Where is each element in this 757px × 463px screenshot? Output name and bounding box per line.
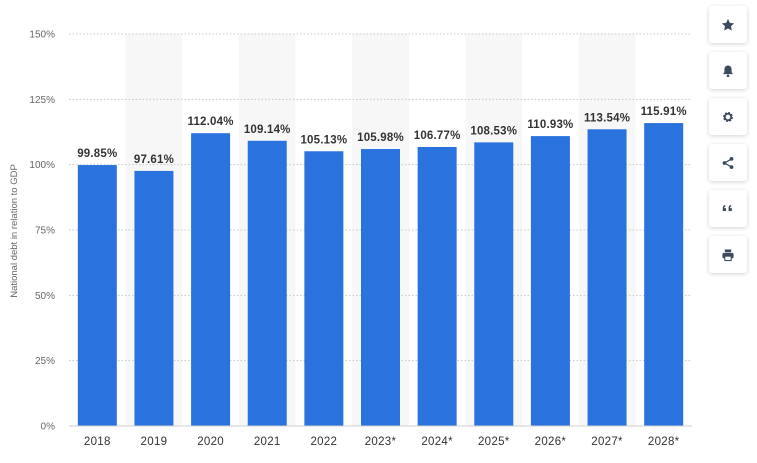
y-axis: 0% 25% 50% 75% 100% 125% 150% xyxy=(29,30,55,433)
bar xyxy=(134,170,174,426)
y-tick-label: 0% xyxy=(41,422,56,433)
y-tick-label: 25% xyxy=(35,356,55,367)
y-tick-label: 75% xyxy=(35,226,55,237)
y-tick-label: 100% xyxy=(29,160,55,171)
x-tick-label: 2027* xyxy=(591,436,623,448)
x-tick-label: 2023* xyxy=(365,436,397,448)
y-tick-label: 50% xyxy=(35,291,55,302)
y-tick-label: 125% xyxy=(29,95,55,106)
bar xyxy=(530,136,570,426)
bar xyxy=(474,142,514,426)
x-tick-label: 2024* xyxy=(421,436,453,448)
share-button[interactable] xyxy=(709,144,747,181)
data-label: 110.93% xyxy=(527,119,573,131)
bars xyxy=(77,123,684,427)
x-tick-label: 2018 xyxy=(84,436,111,448)
share-icon xyxy=(722,156,734,169)
settings-button[interactable] xyxy=(709,98,747,135)
bar xyxy=(77,165,117,427)
data-label: 97.61% xyxy=(134,154,174,166)
chart: 99.85% 97.61% 112.04% 109.14% 105.13% 105.98%… xyxy=(9,30,692,448)
x-tick-label: 2019 xyxy=(141,436,168,448)
star-icon xyxy=(721,18,735,31)
bell-icon xyxy=(723,64,733,77)
x-tick-label: 2025* xyxy=(478,436,510,448)
data-label: 108.53% xyxy=(470,125,517,137)
bar xyxy=(304,151,344,427)
y-tick-label: 150% xyxy=(29,30,55,41)
x-tick-label: 2021 xyxy=(254,436,281,448)
data-labels: 99.85% 97.61% 112.04% 109.14% 105.13% 105.98%… xyxy=(77,106,687,166)
x-tick-label: 2022 xyxy=(310,436,337,448)
print-button[interactable] xyxy=(709,236,747,273)
bar xyxy=(361,149,400,426)
favorite-button[interactable] xyxy=(709,6,747,43)
data-label: 105.98% xyxy=(357,132,404,144)
bar xyxy=(417,146,457,426)
notification-button[interactable] xyxy=(709,52,747,89)
data-label: 113.54% xyxy=(584,112,630,124)
gear-icon xyxy=(723,111,733,122)
bar xyxy=(191,133,231,426)
data-label: 105.13% xyxy=(300,134,347,146)
x-axis: 2018 2019 2020 2021 2022 2023* 2024* 2025* 2026*… xyxy=(69,425,692,448)
toolbar xyxy=(709,6,747,273)
cite-button[interactable] xyxy=(709,190,747,227)
x-tick-label: 2020 xyxy=(197,436,224,448)
data-label: 99.85% xyxy=(77,148,117,160)
data-label: 109.14% xyxy=(244,124,291,136)
x-tick-label: 2026* xyxy=(535,436,567,448)
y-axis-title: National debt in relation to GDP xyxy=(9,164,20,298)
quote-icon xyxy=(722,204,732,211)
data-label: 106.77% xyxy=(414,130,461,142)
data-label: 115.91% xyxy=(641,106,687,118)
bar xyxy=(587,129,627,426)
x-tick-label: 2028* xyxy=(648,436,680,448)
printer-icon xyxy=(722,248,734,261)
bar xyxy=(247,140,287,426)
bar xyxy=(644,123,684,426)
data-label: 112.04% xyxy=(188,116,234,128)
